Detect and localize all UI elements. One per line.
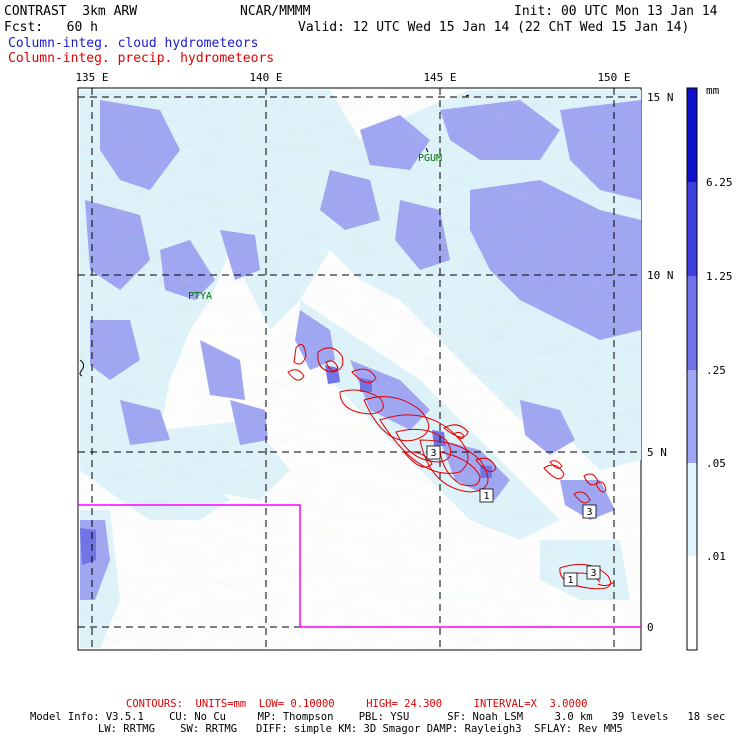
- contour-label: 3: [586, 507, 592, 518]
- field-label-precip: Column-integ. precip. hydrometeors: [8, 51, 275, 66]
- lat-label-5n: 5 N: [647, 446, 667, 459]
- colorbar-band: [687, 556, 697, 650]
- coastlines: [79, 94, 470, 377]
- lon-label-150: 150 E: [597, 71, 630, 84]
- colorbar-band: [687, 276, 697, 370]
- colorbar-band: [687, 463, 697, 556]
- forecast-hour: Fcst: 60 h: [4, 20, 98, 35]
- colorbar-level: .25: [706, 364, 726, 377]
- model-info-line1: Model Info: V3.5.1 CU: No Cu MP: Thompso…: [30, 711, 726, 723]
- colorbar-level: .05: [706, 457, 726, 470]
- station-label-pgum: PGUM: [418, 153, 442, 164]
- contour-labels: 3 1 3 1 3: [426, 445, 601, 587]
- nested-domain-box: [78, 504, 641, 628]
- init-time: Init: 00 UTC Mon 13 Jan 14: [514, 4, 718, 19]
- model-info-line2: LW: RRTMG SW: RRTMG DIFF: simple KM: 3D …: [98, 723, 623, 735]
- contour-info: CONTOURS: UNITS=mm LOW= 0.10000 HIGH= 24…: [126, 698, 588, 710]
- contour-label: 1: [483, 491, 489, 502]
- lat-label-15n: 15 N: [647, 91, 674, 104]
- lat-label-10n: 10 N: [647, 269, 674, 282]
- contour-label: 3: [590, 568, 596, 579]
- lat-label-0: 0: [647, 621, 654, 634]
- lon-label-140: 140 E: [249, 71, 282, 84]
- colorbar-band: [687, 88, 697, 182]
- plot-title: CONTRAST 3km ARW: [4, 4, 138, 19]
- colorbar-unit: mm: [706, 84, 720, 97]
- colorbar: mm 6.25 1.25 .25 .05 .01: [686, 84, 733, 651]
- lon-label-145: 145 E: [423, 71, 456, 84]
- lon-label-135: 135 E: [75, 71, 108, 84]
- contour-label: 3: [430, 448, 436, 459]
- station-label-ptya: PTYA: [188, 291, 212, 302]
- colorbar-level: .01: [706, 550, 726, 563]
- valid-time: Valid: 12 UTC Wed 15 Jan 14 (22 ChT Wed …: [298, 20, 690, 35]
- contour-label: 1: [567, 575, 573, 586]
- colorbar-band: [687, 370, 697, 463]
- field-label-cloud: Column-integ. cloud hydrometeors: [8, 36, 259, 51]
- colorbar-level: 1.25: [706, 270, 733, 283]
- colorbar-level: 6.25: [706, 176, 733, 189]
- colorbar-band: [687, 182, 697, 276]
- organization-label: NCAR/MMMM: [240, 4, 311, 19]
